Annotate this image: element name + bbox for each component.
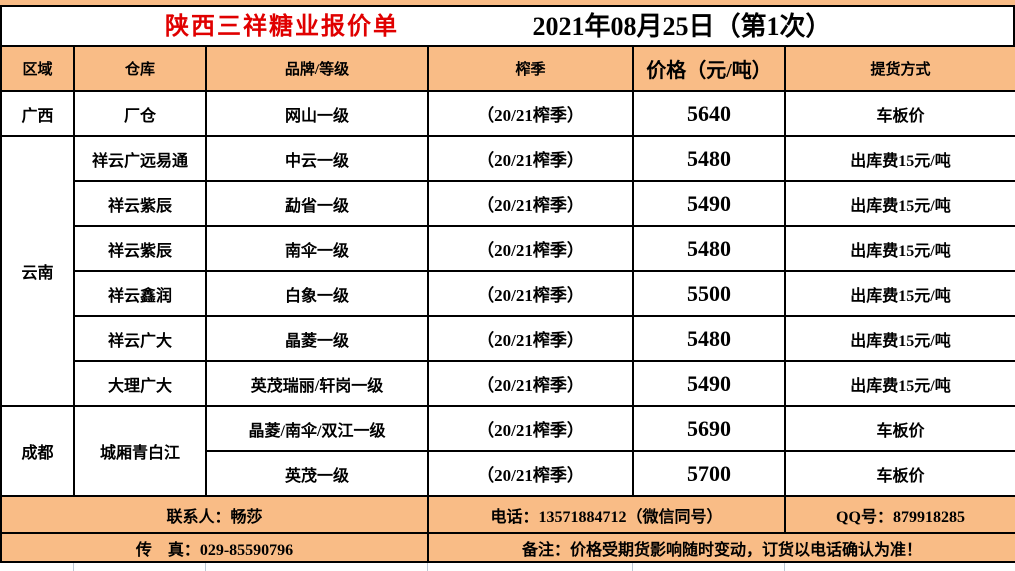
warehouse-cell: 大理广大 — [73, 360, 207, 407]
top-orange-strip — [0, 0, 1015, 5]
warehouse-cell: 城厢青白江 — [73, 405, 207, 497]
delivery-cell: 出库费15元/吨 — [784, 315, 1015, 362]
table-header-row: 区域 仓库 品牌/等级 榨季 价格（元/吨） 提货方式 — [0, 45, 1015, 92]
price-cell: 5490 — [632, 180, 786, 227]
phone-cell: 电话：13571884712（微信同号） — [427, 495, 786, 534]
grid-line — [427, 563, 428, 571]
table-row: 英茂一级 （20/21榨季） 5700 车板价 — [1, 450, 1015, 497]
delivery-cell: 出库费15元/吨 — [784, 360, 1015, 407]
grid-line — [205, 563, 206, 571]
warehouse-cell: 祥云紫辰 — [73, 180, 207, 227]
price-cell: 5690 — [632, 405, 786, 452]
quote-date: 2021年08月25日（第1次） — [532, 12, 832, 41]
region-chengdu: 成都 — [0, 405, 75, 497]
contact-cell: 联系人：畅莎 — [0, 495, 429, 534]
grid-line — [632, 563, 633, 571]
header-warehouse: 仓库 — [73, 45, 207, 92]
season-cell: （20/21榨季） — [427, 315, 634, 362]
price-cell: 5700 — [632, 450, 786, 497]
warehouse-cell: 祥云广远易通 — [73, 135, 207, 182]
table-row: 广西 厂仓 网山一级 （20/21榨季） 5640 车板价 — [0, 90, 1015, 137]
delivery-cell: 出库费15元/吨 — [784, 270, 1015, 317]
season-cell: （20/21榨季） — [427, 270, 634, 317]
brand-cell: 南伞一级 — [205, 225, 429, 272]
header-brand: 品牌/等级 — [205, 45, 429, 92]
brand-cell: 英茂一级 — [205, 450, 429, 497]
warehouse-cell: 祥云紫辰 — [73, 225, 207, 272]
season-cell: （20/21榨季） — [427, 360, 634, 407]
table-row: 祥云鑫润 白象一级 （20/21榨季） 5500 出库费15元/吨 — [1, 270, 1015, 317]
price-table: 区域 仓库 品牌/等级 榨季 价格（元/吨） 提货方式 广西 厂仓 网山一级 （… — [0, 45, 1015, 563]
season-cell: （20/21榨季） — [427, 405, 634, 452]
warehouse-cell: 祥云鑫润 — [73, 270, 207, 317]
footer-row-1: 联系人：畅莎 电话：13571884712（微信同号） QQ号：87991828… — [0, 495, 1015, 534]
table-row: 成都 城厢青白江 晶菱/南伞/双江一级 （20/21榨季） 5690 车板价 — [0, 405, 1015, 497]
region-guangxi: 广西 — [0, 90, 75, 137]
delivery-cell: 车板价 — [784, 405, 1015, 452]
brand-cell: 英茂瑞丽/轩岗一级 — [205, 360, 429, 407]
header-season: 榨季 — [427, 45, 634, 92]
delivery-cell: 车板价 — [784, 450, 1015, 497]
table-row: 祥云紫辰 南伞一级 （20/21榨季） 5480 出库费15元/吨 — [1, 225, 1015, 272]
spreadsheet-grid-remnant — [0, 563, 1015, 571]
season-cell: （20/21榨季） — [427, 225, 634, 272]
price-cell: 5480 — [632, 135, 786, 182]
price-cell: 5500 — [632, 270, 786, 317]
header-region: 区域 — [0, 45, 75, 92]
brand-cell: 勐省一级 — [205, 180, 429, 227]
delivery-cell: 车板价 — [784, 90, 1015, 137]
price-cell: 5480 — [632, 315, 786, 362]
warehouse-cell: 祥云广大 — [73, 315, 207, 362]
season-cell: （20/21榨季） — [427, 450, 634, 497]
footer-row-2: 传 真：029-85590796 备注：价格受期货影响随时变动，订货以电话确认为… — [0, 532, 1015, 563]
table-row: 大理广大 英茂瑞丽/轩岗一级 （20/21榨季） 5490 出库费15元/吨 — [1, 360, 1015, 407]
fax-cell: 传 真：029-85590796 — [0, 532, 429, 563]
season-cell: （20/21榨季） — [427, 90, 634, 137]
brand-cell: 中云一级 — [205, 135, 429, 182]
brand-cell: 网山一级 — [205, 90, 429, 137]
brand-cell: 白象一级 — [205, 270, 429, 317]
grid-line — [784, 563, 785, 571]
header-delivery: 提货方式 — [784, 45, 1015, 92]
season-cell: （20/21榨季） — [427, 135, 634, 182]
region-yunnan: 云南 — [0, 135, 75, 407]
company-title: 陕西三祥糖业报价单 — [165, 14, 399, 40]
delivery-cell: 出库费15元/吨 — [784, 225, 1015, 272]
grid-line — [73, 563, 74, 571]
brand-cell: 晶菱/南伞/双江一级 — [205, 405, 429, 452]
delivery-cell: 出库费15元/吨 — [784, 135, 1015, 182]
title-row: 陕西三祥糖业报价单 2021年08月25日（第1次） — [0, 5, 1015, 45]
price-cell: 5480 — [632, 225, 786, 272]
table-row: 云南 祥云广远易通 中云一级 （20/21榨季） 5480 出库费15元/吨 — [0, 135, 1015, 407]
table-row: 祥云紫辰 勐省一级 （20/21榨季） 5490 出库费15元/吨 — [1, 180, 1015, 227]
season-cell: （20/21榨季） — [427, 180, 634, 227]
warehouse-cell: 厂仓 — [73, 90, 207, 137]
delivery-cell: 出库费15元/吨 — [784, 180, 1015, 227]
price-cell: 5640 — [632, 90, 786, 137]
price-cell: 5490 — [632, 360, 786, 407]
brand-cell: 晶菱一级 — [205, 315, 429, 362]
header-price: 价格（元/吨） — [632, 45, 786, 92]
qq-cell: QQ号：879918285 — [784, 495, 1015, 534]
note-cell: 备注：价格受期货影响随时变动，订货以电话确认为准！ — [427, 532, 1015, 563]
table-row: 祥云广大 晶菱一级 （20/21榨季） 5480 出库费15元/吨 — [1, 315, 1015, 362]
